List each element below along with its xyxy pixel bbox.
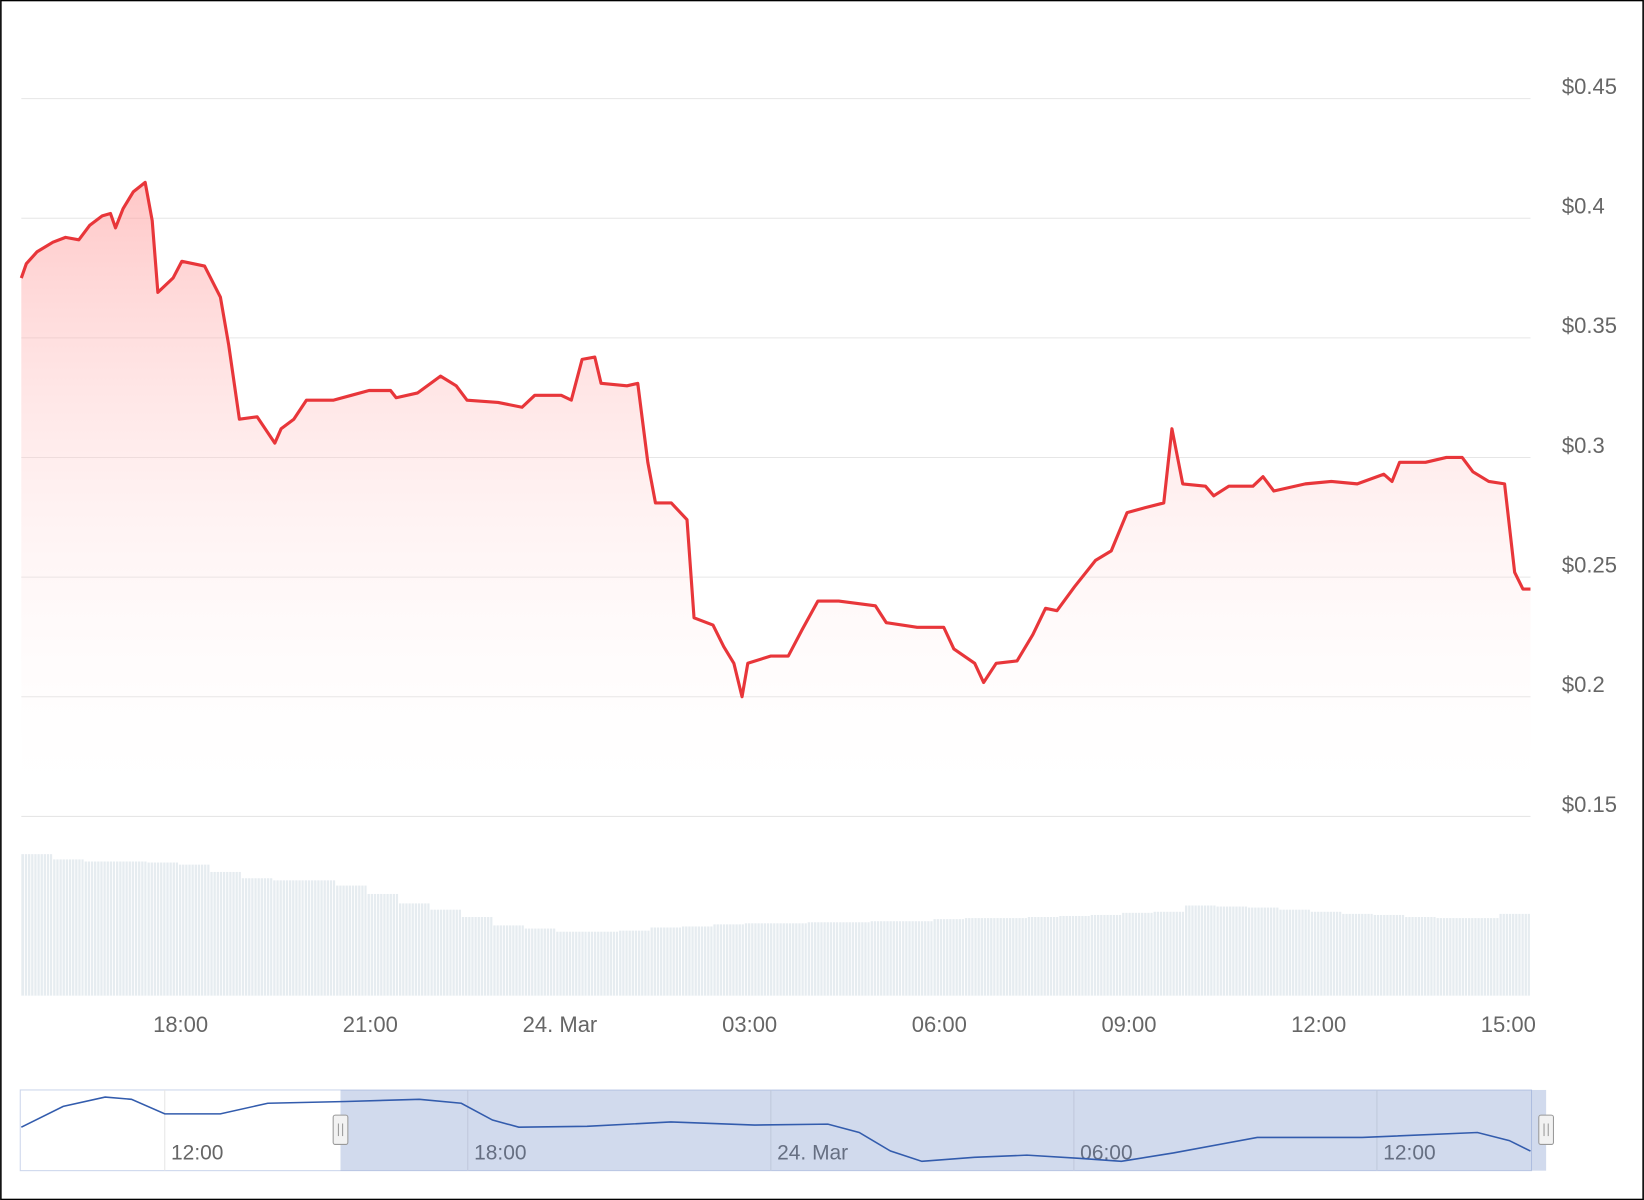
navigator-selection [340,1089,1547,1171]
x-tick-label: 06:00 [912,1012,967,1037]
navigator-tick-label: 18:00 [474,1141,526,1164]
navigator-handle-body [1538,1114,1554,1145]
y-tick-label: $0.15 [1562,792,1617,817]
x-tick-label: 24. Mar [523,1012,598,1037]
y-tick-label: $0.45 [1562,74,1617,99]
navigator-handle[interactable] [332,1114,349,1145]
x-tick-label: 12:00 [1291,1012,1346,1037]
y-tick-label: $0.25 [1562,552,1617,577]
x-tick-label: 21:00 [343,1012,398,1037]
navigator-tick-label: 12:00 [1383,1141,1435,1164]
y-tick-label: $0.3 [1562,433,1605,458]
x-tick-label: 15:00 [1481,1012,1536,1037]
price-line [19,180,1531,699]
y-tick-label: $0.2 [1562,672,1605,697]
x-tick-label: 03:00 [722,1012,777,1037]
x-tick-label: 09:00 [1101,1012,1156,1037]
navigator-line [20,1096,1531,1163]
navigator-handle-body [332,1114,349,1145]
navigator-handle[interactable] [1538,1114,1554,1145]
y-tick-label: $0.4 [1562,194,1605,219]
price-area [21,182,1531,817]
y-tick-label: $0.35 [1562,313,1617,338]
x-tick-label: 18:00 [153,1012,208,1037]
navigator-tick-label: 24. Mar [777,1141,848,1164]
navigator-tick-label: 12:00 [171,1141,223,1164]
